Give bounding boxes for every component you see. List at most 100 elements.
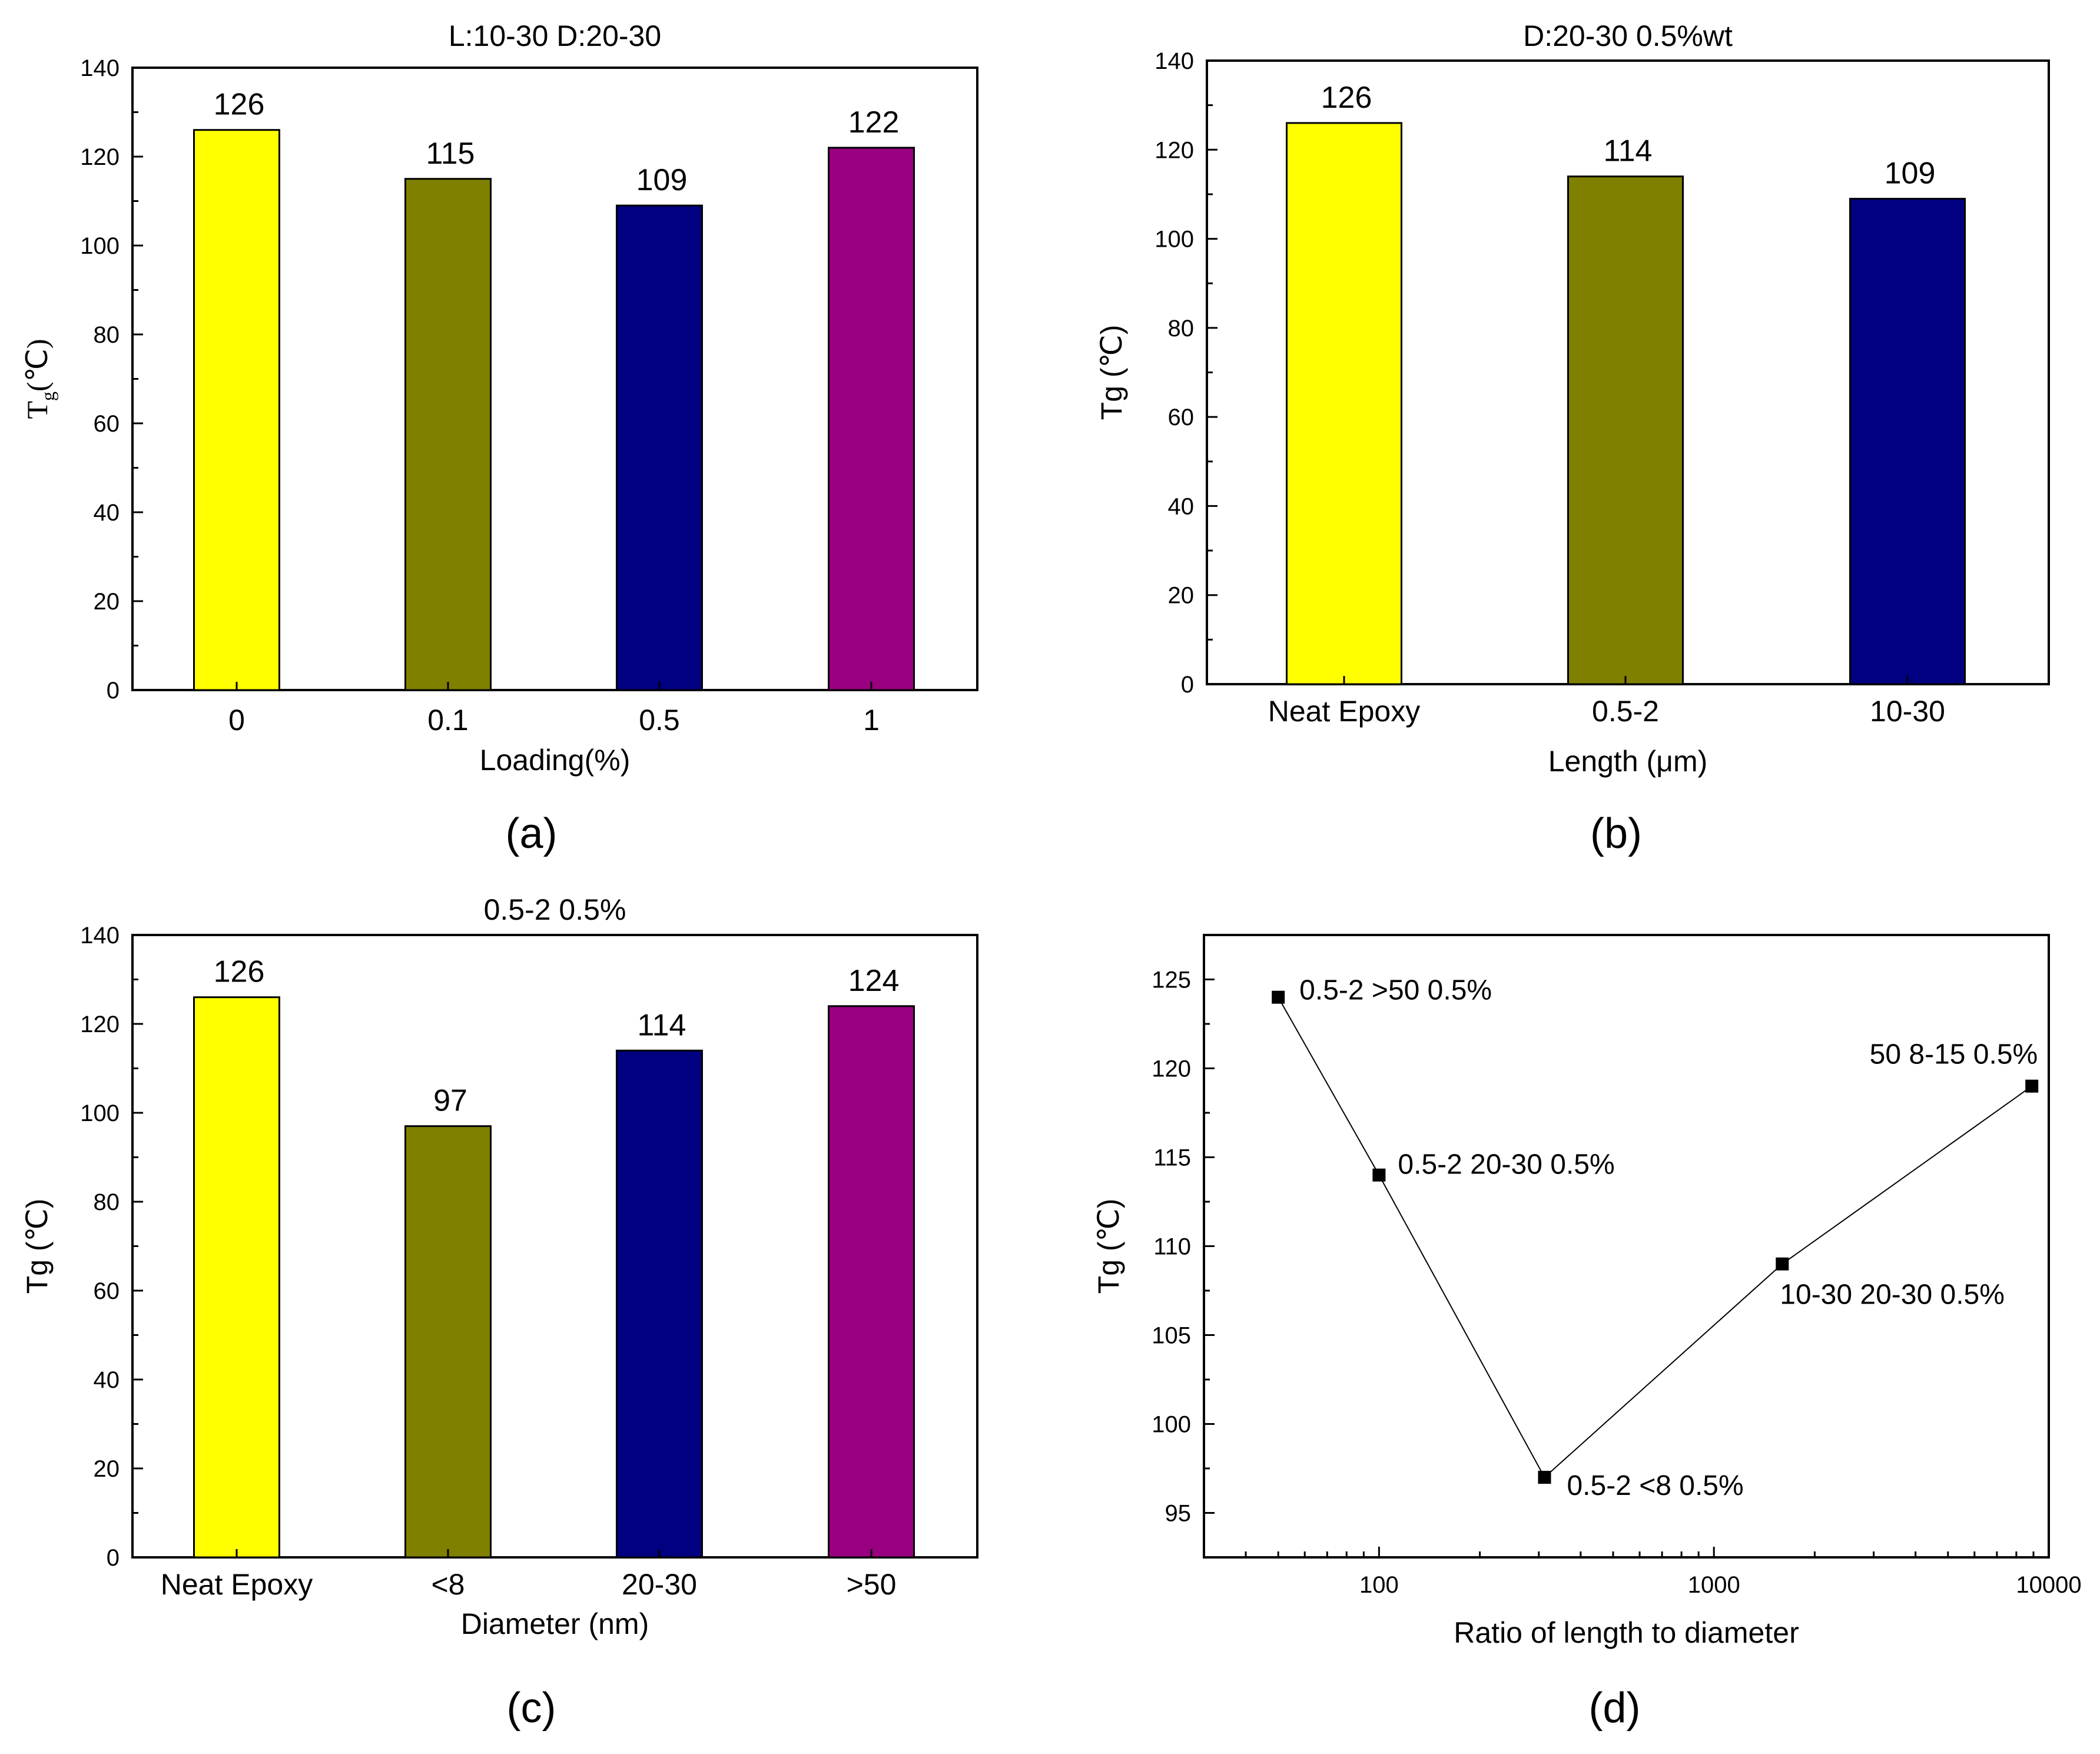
chart-panel-c: 0.5-2 0.5% 0 20 40 60 80 100 120 140 Tg (℃) Diamet… bbox=[21, 893, 978, 1732]
data-point bbox=[1538, 1471, 1551, 1484]
y-axis-label-main: T bbox=[21, 401, 54, 419]
x-tick-label: 10-30 bbox=[1870, 695, 1945, 728]
bar-value-label: 115 bbox=[426, 137, 475, 171]
x-tick-label: 10000 bbox=[2016, 1572, 2081, 1598]
bar bbox=[404, 178, 492, 691]
y-tick-label: 100 bbox=[80, 233, 120, 259]
y-tick-label: 120 bbox=[1152, 1056, 1191, 1082]
panel-label: (d) bbox=[1589, 1685, 1641, 1732]
bar-value-label: 97 bbox=[433, 1084, 467, 1118]
x-tick-label: 1 bbox=[863, 704, 880, 737]
y-axis-label: Tg (℃) bbox=[1092, 1199, 1125, 1294]
y-tick-label: 20 bbox=[94, 589, 120, 615]
data-point bbox=[1372, 1168, 1386, 1182]
bar-value-label: 126 bbox=[1321, 81, 1372, 115]
plot-frame bbox=[1203, 934, 2050, 1559]
y-tick-label: 0 bbox=[107, 678, 120, 704]
y-tick-label: 60 bbox=[1168, 404, 1195, 430]
y-tick-label: 100 bbox=[80, 1100, 120, 1126]
y-tick-label: 60 bbox=[94, 1278, 120, 1304]
bar-value-label: 126 bbox=[214, 88, 265, 122]
data-point bbox=[1776, 1257, 1789, 1271]
bar bbox=[1286, 122, 1402, 685]
y-tick-label: 0 bbox=[1181, 672, 1194, 698]
y-axis-label: Tg (℃) bbox=[21, 1199, 54, 1294]
bar-value-label: 109 bbox=[1885, 156, 1936, 190]
y-axis-label: Tg(℃) bbox=[21, 339, 58, 419]
y-tick-label: 140 bbox=[80, 923, 120, 949]
bar-value-label: 124 bbox=[848, 964, 900, 998]
y-tick-label: 100 bbox=[1154, 227, 1194, 253]
y-axis-label-unit: (℃) bbox=[21, 339, 54, 392]
chart-title: L:10-30 D:20-30 bbox=[449, 19, 661, 52]
point-label: 0.5-2 >50 0.5% bbox=[1299, 975, 1492, 1006]
point-label: 10-30 20-30 0.5% bbox=[1780, 1279, 2005, 1311]
y-tick-label: 0 bbox=[107, 1545, 120, 1571]
y-tick-label: 120 bbox=[80, 144, 120, 170]
bar-value-label: 114 bbox=[1604, 134, 1653, 168]
x-tick-label: 0.5 bbox=[639, 704, 680, 737]
x-tick-label: Neat Epoxy bbox=[161, 1568, 313, 1601]
y-tick-label: 140 bbox=[1154, 48, 1194, 74]
y-tick-label: 40 bbox=[94, 1367, 120, 1393]
x-tick-label: 1000 bbox=[1688, 1572, 1740, 1598]
bar bbox=[828, 1005, 915, 1559]
chart-panel-b: D:20-30 0.5%wt 0 20 40 60 80 100 120 140 Tg (℃) Le… bbox=[1095, 19, 2050, 857]
x-tick-label: 0.5-2 bbox=[1592, 695, 1659, 728]
y-tick-label: 40 bbox=[94, 500, 120, 526]
bar-value-label: 126 bbox=[214, 955, 265, 989]
bar bbox=[1567, 175, 1684, 685]
chart-panel-a: L:10-30 D:20-30 0 20 40 60 80 100 120 140 Tg(℃) Lo… bbox=[21, 19, 978, 857]
x-tick-label: 0.1 bbox=[427, 704, 469, 737]
point-label: 0.5-2 20-30 0.5% bbox=[1398, 1149, 1614, 1181]
y-tick-label: 60 bbox=[94, 411, 120, 437]
y-tick-label: 125 bbox=[1152, 967, 1191, 993]
y-axis-label-sub: g bbox=[37, 392, 58, 401]
y-axis-label: Tg (℃) bbox=[1095, 325, 1128, 420]
x-axis-label: Ratio of length to diameter bbox=[1454, 1616, 1799, 1649]
bar bbox=[193, 129, 280, 691]
bar-value-label: 114 bbox=[638, 1008, 686, 1042]
bar-value-label: 122 bbox=[848, 105, 900, 140]
panel-label: (a) bbox=[506, 810, 558, 857]
x-tick-label: 20-30 bbox=[622, 1568, 697, 1601]
bar bbox=[616, 1049, 703, 1559]
data-point bbox=[1272, 990, 1285, 1004]
y-tick-label: 140 bbox=[80, 55, 120, 81]
chart-panel-d: 95 100 105 110 115 120 125 Tg (℃) Ratio of lengt… bbox=[1092, 934, 2082, 1732]
y-tick-label: 95 bbox=[1165, 1501, 1192, 1527]
panel-label: (b) bbox=[1590, 810, 1642, 857]
x-tick-label: <8 bbox=[431, 1568, 465, 1601]
y-tick-label: 40 bbox=[1168, 493, 1195, 519]
x-tick-label: Neat Epoxy bbox=[1268, 695, 1420, 728]
x-axis-label: Length (μm) bbox=[1548, 745, 1708, 778]
y-tick-label: 110 bbox=[1153, 1234, 1191, 1260]
chart-title: D:20-30 0.5%wt bbox=[1523, 19, 1733, 52]
panel-label: (c) bbox=[507, 1685, 556, 1732]
y-tick-label: 105 bbox=[1152, 1323, 1191, 1349]
x-tick-label: >50 bbox=[847, 1568, 897, 1601]
bar bbox=[1849, 197, 1966, 685]
point-label: 50 8-15 0.5% bbox=[1870, 1039, 2038, 1070]
bar bbox=[616, 204, 703, 691]
y-tick-label: 20 bbox=[94, 1456, 120, 1482]
y-tick-label: 100 bbox=[1152, 1412, 1191, 1438]
y-tick-label: 115 bbox=[1153, 1145, 1191, 1171]
y-tick-label: 80 bbox=[94, 1189, 120, 1215]
chart-title: 0.5-2 0.5% bbox=[484, 893, 626, 926]
x-axis-label: Diameter (nm) bbox=[461, 1607, 649, 1640]
x-tick-label: 0 bbox=[228, 704, 245, 737]
data-point bbox=[2025, 1079, 2039, 1093]
y-tick-label: 80 bbox=[94, 322, 120, 348]
x-tick-label: 100 bbox=[1359, 1572, 1399, 1598]
x-axis-label: Loading(%) bbox=[480, 744, 631, 777]
y-tick-label: 20 bbox=[1168, 583, 1195, 609]
bar bbox=[193, 996, 280, 1559]
y-tick-label: 120 bbox=[1154, 137, 1194, 163]
y-tick-label: 120 bbox=[80, 1012, 120, 1037]
bar bbox=[828, 147, 915, 691]
bar bbox=[404, 1125, 492, 1559]
y-tick-label: 80 bbox=[1168, 316, 1195, 341]
bar-value-label: 109 bbox=[636, 163, 688, 197]
